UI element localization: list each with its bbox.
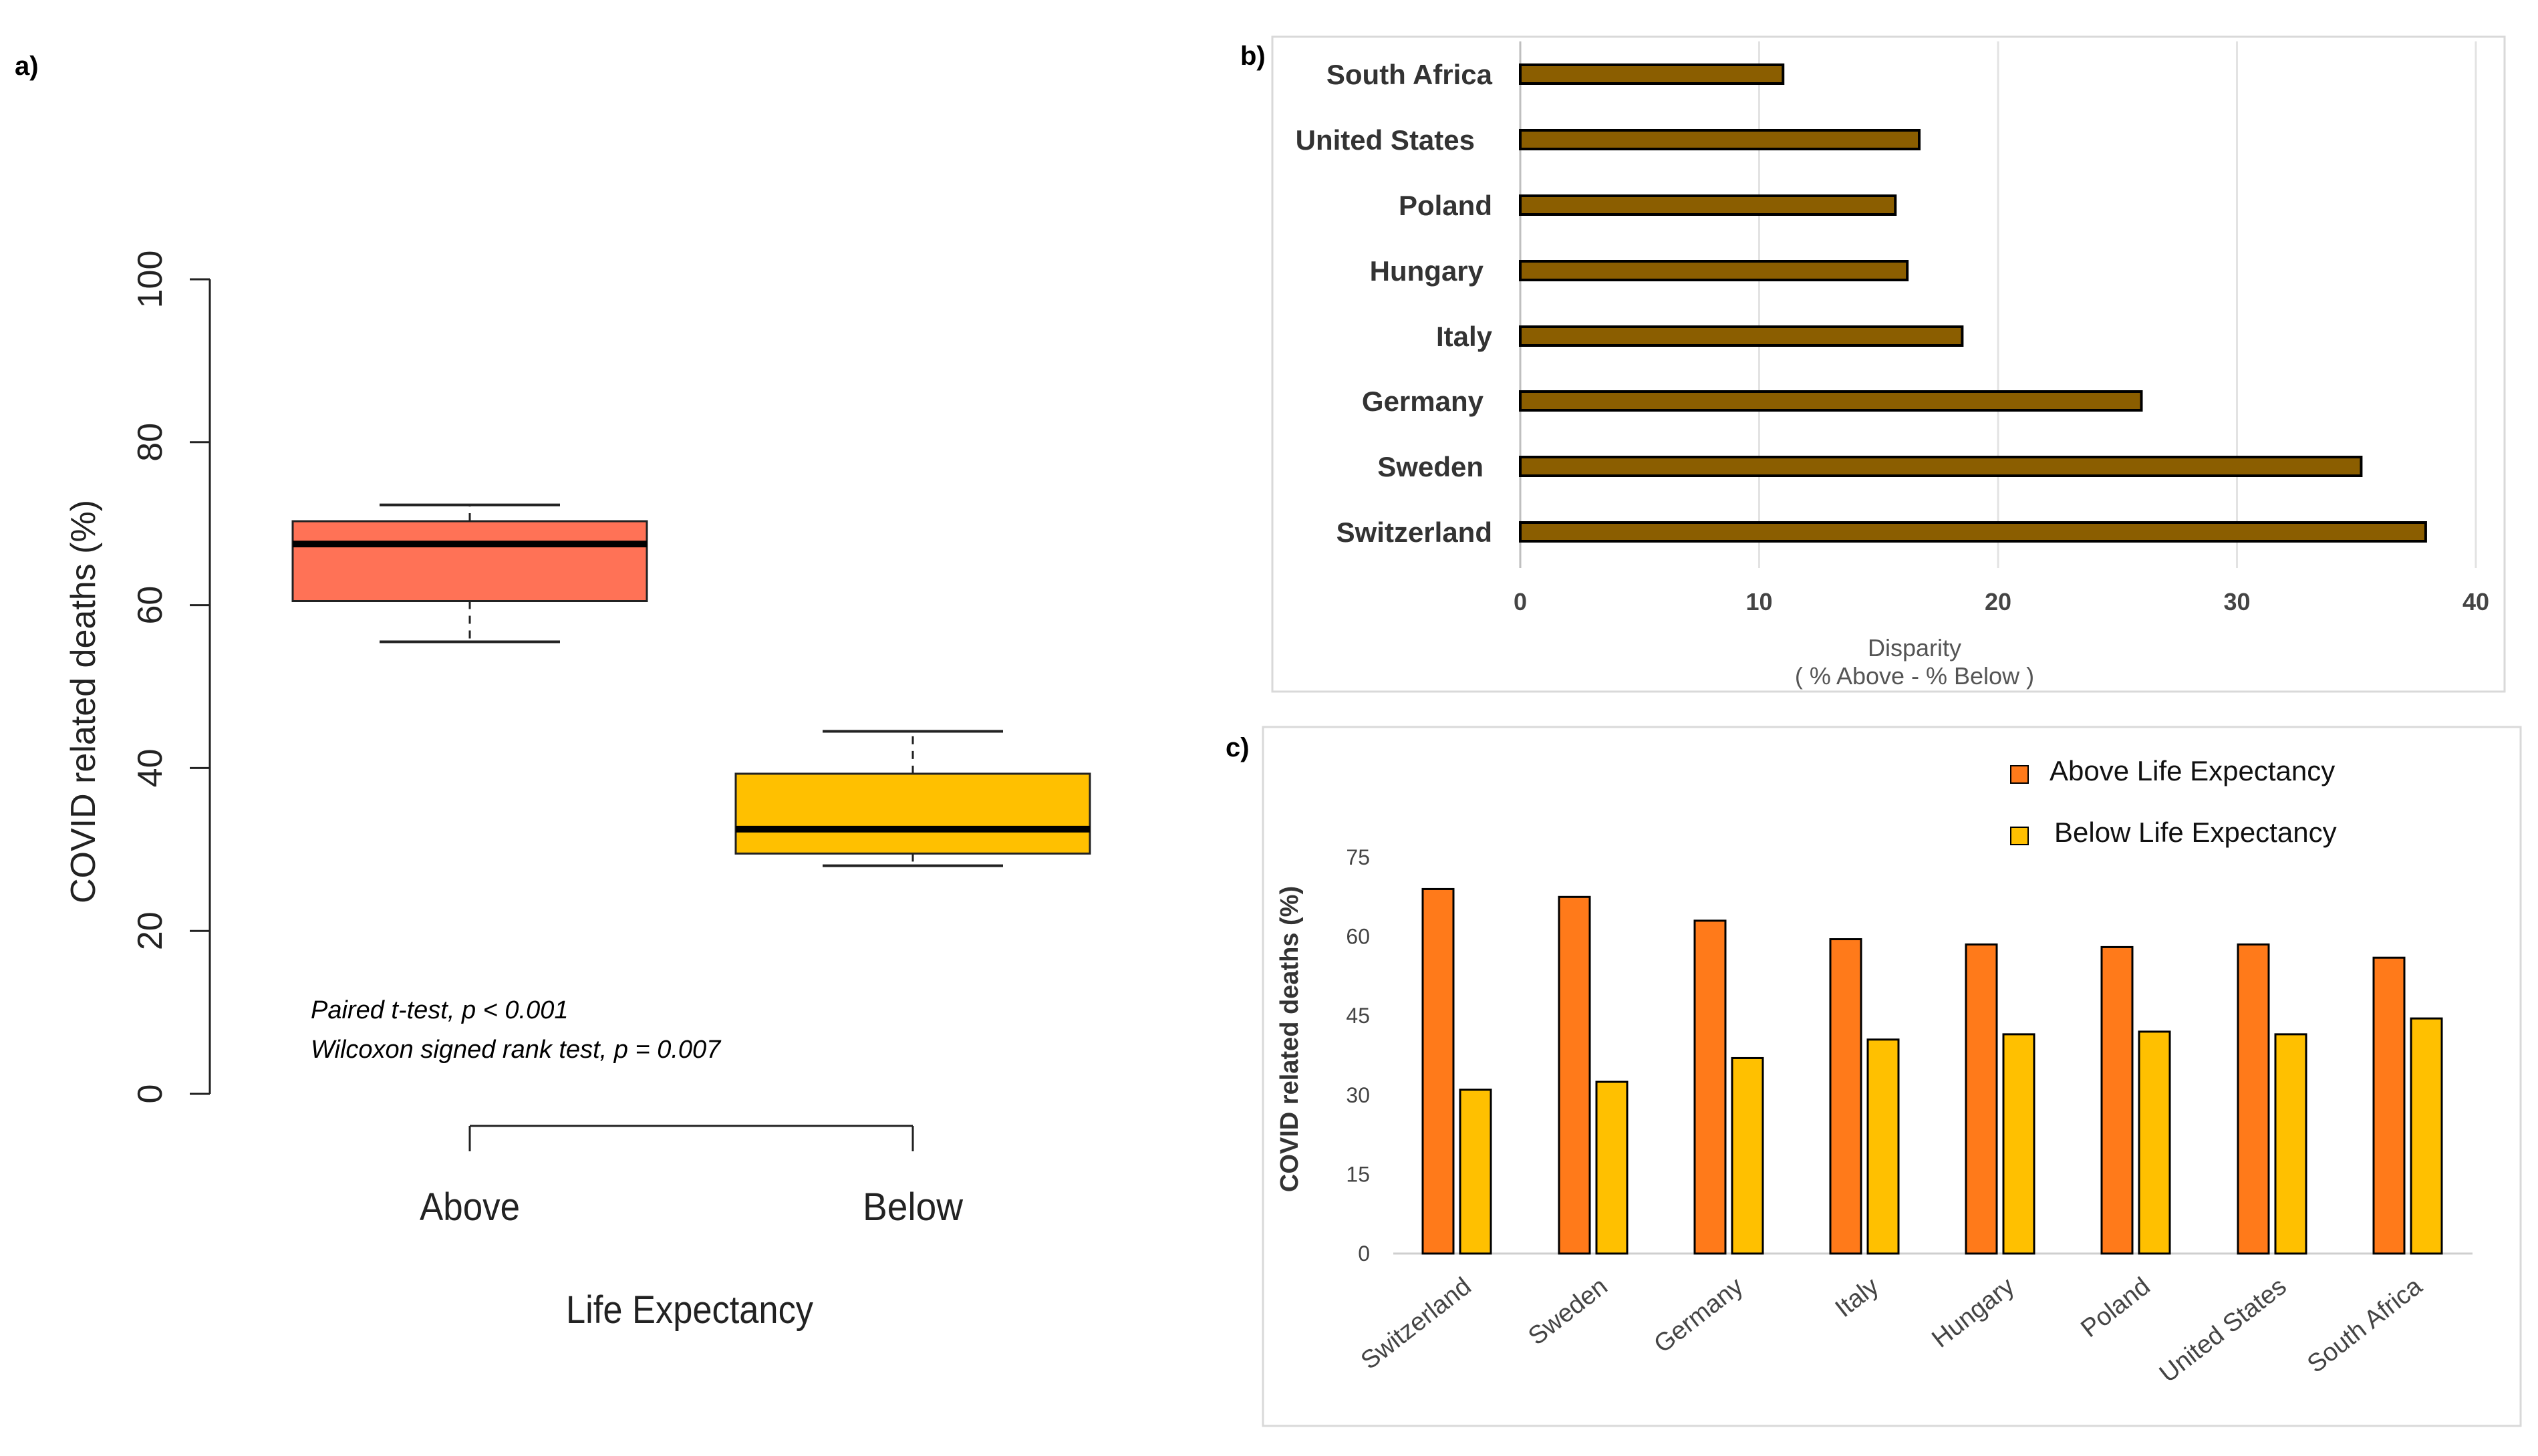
- boxplot-boxes: [291, 503, 1091, 867]
- disparity-x-tick-label: 40: [2462, 588, 2489, 615]
- panel-label-c: c): [1226, 733, 1250, 762]
- boxplot-x-axis: Above Below: [420, 1125, 964, 1229]
- disparity-category-label: Switzerland: [1336, 517, 1492, 548]
- boxplot-y-tick-label: 100: [131, 251, 170, 309]
- bar-above: [1965, 943, 1998, 1255]
- bar-below: [2274, 1033, 2307, 1255]
- boxplot-y-tick-label: 60: [131, 586, 170, 625]
- disparity-bar: [1519, 194, 1897, 216]
- bar-below: [1866, 1038, 1900, 1255]
- bar-below: [1459, 1088, 1492, 1255]
- panel-label-b: b): [1240, 41, 1266, 71]
- disparity-bar: [1519, 456, 2363, 477]
- boxplot-box-below: [734, 772, 1091, 855]
- grouped-y-axis-title: COVID related deaths (%): [1276, 886, 1304, 1192]
- disparity-x-tick-label: 30: [2223, 588, 2250, 615]
- grouped-bars: [1421, 887, 2443, 1255]
- legend-label-above: Above Life Expectancy: [2050, 755, 2335, 786]
- disparity-x-tick-label: 20: [1985, 588, 2011, 615]
- grouped-y-tick-label: 60: [1346, 925, 1370, 949]
- panel-label-a: a): [15, 51, 39, 81]
- disparity-bar: [1519, 390, 2143, 412]
- disparity-bar: [1519, 63, 1785, 85]
- disparity-category-label: Germany: [1362, 386, 1484, 417]
- bar-below: [2002, 1033, 2035, 1255]
- bar-below: [2138, 1030, 2171, 1255]
- legend-swatch-above: [2010, 765, 2029, 784]
- bar-above: [2237, 943, 2270, 1255]
- legend-label-below: Below Life Expectancy: [2054, 817, 2337, 848]
- bar-below: [1595, 1080, 1629, 1255]
- boxplot-y-tick-label: 0: [131, 1084, 170, 1104]
- grouped-y-tick-label: 15: [1346, 1162, 1370, 1186]
- annotation-wilcoxon: Wilcoxon signed rank test, p = 0.007: [311, 1036, 722, 1064]
- bar-below: [2410, 1017, 2443, 1255]
- disparity-category-label: United States: [1296, 124, 1475, 156]
- disparity-bars: [1519, 63, 2427, 543]
- bar-above: [1558, 895, 1591, 1255]
- boxplot-box-above: [291, 520, 648, 603]
- annotation-t-test: Paired t-test, p < 0.001: [311, 996, 569, 1024]
- grouped-y-tick-label: 75: [1346, 845, 1370, 869]
- disparity-category-label: Sweden: [1377, 451, 1484, 482]
- bar-above: [1421, 887, 1455, 1255]
- bar-above: [1829, 938, 1862, 1255]
- disparity-x-axis-subtitle: ( % Above - % Below ): [1795, 662, 2034, 690]
- bar-above: [2100, 945, 2134, 1255]
- disparity-bar: [1519, 129, 1921, 150]
- grouped-y-tick-label: 0: [1358, 1242, 1370, 1266]
- boxplot-y-tick-label: 80: [131, 423, 170, 462]
- bar-below: [1731, 1056, 1764, 1255]
- disparity-category-label: Hungary: [1370, 255, 1484, 287]
- boxplot-y-tick-label: 20: [131, 911, 170, 950]
- disparity-bar-chart: South Africa United States Poland Hungary It…: [1296, 41, 2489, 690]
- disparity-bar: [1519, 260, 1909, 281]
- boxplot-y-tick-label: 40: [131, 748, 170, 787]
- grouped-y-tick-label: 45: [1346, 1004, 1370, 1028]
- bar-above: [1693, 919, 1727, 1255]
- disparity-x-tick-label: 10: [1745, 588, 1772, 615]
- disparity-x-tick-label: 0: [1514, 588, 1527, 615]
- disparity-category-label: Poland: [1399, 190, 1492, 221]
- legend-swatch-below: [2010, 827, 2029, 845]
- boxplot-x-axis-title: Life Expectancy: [566, 1288, 813, 1332]
- boxplot-y-axis: 0 20 40 60 80 100: [131, 251, 211, 1104]
- legend: Above Life Expectancy Below Life Expecta…: [2010, 755, 2337, 848]
- boxplot-chart: 0 20 40 60 80 100 Above Below COVID related de…: [64, 251, 1091, 1332]
- disparity-bar: [1519, 521, 2427, 543]
- disparity-bar: [1519, 325, 1964, 347]
- disparity-category-label: South Africa: [1326, 59, 1493, 90]
- disparity-category-labels: South Africa United States Poland Hungary It…: [1296, 59, 1493, 548]
- grouped-y-tick-label: 30: [1346, 1083, 1370, 1107]
- boxplot-y-axis-title: COVID related deaths (%): [64, 500, 103, 903]
- disparity-x-ticks: 0 10 20 30 40: [1514, 588, 2489, 615]
- boxplot-x-tick-label: Below: [863, 1185, 964, 1229]
- bar-above: [2372, 956, 2406, 1255]
- disparity-category-label: Italy: [1436, 321, 1493, 352]
- boxplot-x-tick-label: Above: [420, 1185, 520, 1229]
- disparity-x-axis-title: Disparity: [1868, 634, 1961, 662]
